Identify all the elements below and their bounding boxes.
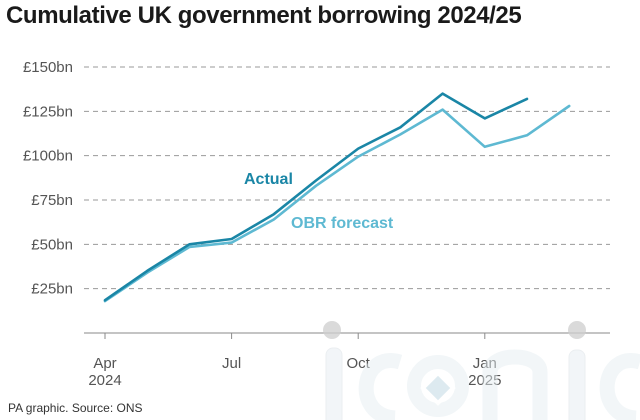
x-tick-label: Oct bbox=[347, 355, 371, 372]
grid-lines bbox=[84, 66, 610, 334]
y-tick-label: £75bn bbox=[31, 192, 73, 209]
x-tick-label: 2025 bbox=[468, 372, 501, 389]
source-note: PA graphic. Source: ONS bbox=[8, 401, 143, 415]
series-line-obr-forecast bbox=[103, 104, 571, 303]
series-line-actual bbox=[103, 92, 529, 302]
y-tick-label: £100bn bbox=[23, 148, 73, 165]
x-tick-label: Apr bbox=[93, 355, 116, 372]
y-tick-label: £125bn bbox=[23, 103, 73, 120]
series-lines bbox=[103, 92, 571, 303]
x-tick-label: Jan bbox=[473, 355, 497, 372]
series-labels: Actual OBR forecast bbox=[244, 171, 394, 232]
series-label: Actual bbox=[244, 171, 293, 188]
series-label: OBR forecast bbox=[291, 215, 394, 232]
x-tick-label: Jul bbox=[222, 355, 241, 372]
y-tick-label: £150bn bbox=[23, 59, 73, 76]
x-tick-label: 2024 bbox=[88, 372, 121, 389]
y-tick-label: £50bn bbox=[31, 236, 73, 253]
y-tick-label: £25bn bbox=[31, 281, 73, 298]
y-axis-tick-labels: £25bn £50bn £75bn £100bn £125bn £150bn bbox=[23, 59, 73, 298]
chart-title: Cumulative UK government borrowing 2024/… bbox=[6, 2, 522, 29]
